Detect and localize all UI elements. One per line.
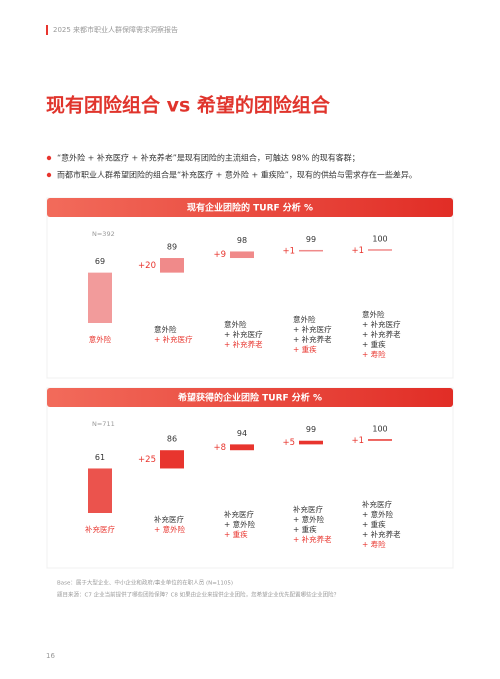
category-label: + 意外险 <box>293 514 325 524</box>
header: 2025 来都市职业人群保障需求洞察报告 <box>53 25 178 34</box>
total-label: 69 <box>95 257 105 266</box>
total-label: 100 <box>372 425 387 434</box>
category-label: + 补充医疗 <box>154 334 193 344</box>
increment-label: +1 <box>351 246 364 256</box>
increment-label: +25 <box>138 455 156 465</box>
category-label: + 补充养老 <box>362 529 401 539</box>
category-label: + 意外险 <box>224 519 256 529</box>
bar <box>88 468 112 513</box>
category-label: + 重疾 <box>362 339 386 349</box>
category-label: + 寿险 <box>362 349 386 359</box>
category-label: + 补充医疗 <box>362 319 401 329</box>
chart-panel <box>46 387 454 569</box>
bar <box>88 272 112 323</box>
category-label: 补充医疗 <box>85 524 115 534</box>
bullet: 而都市职业人群希望团险的组合是“补充医疗 + 意外险 + 重疾险”，现有的供给与… <box>57 170 417 180</box>
category-label: + 补充养老 <box>362 329 401 339</box>
category-label: 意外险 <box>154 324 177 334</box>
total-label: 98 <box>237 236 247 245</box>
total-label: 100 <box>372 235 387 244</box>
bullet-dot <box>46 172 52 178</box>
category-label: + 重疾 <box>293 524 317 534</box>
chart-panel <box>46 197 454 379</box>
chart-title: 希望获得的企业团险 TURF 分析 % <box>178 392 322 404</box>
page-title: 现有团险组合 vs 希望的团险组合 <box>46 94 331 117</box>
increment-label: +1 <box>282 247 295 257</box>
bullet: “意外险 + 补充医疗 + 补充养老”是现有团险的主流组合，可触达 98% 的现… <box>57 153 360 163</box>
increment-label: +9 <box>213 250 226 260</box>
total-label: 89 <box>167 243 177 252</box>
sample-size: N=711 <box>92 420 115 428</box>
category-label: 意外险 <box>362 309 385 319</box>
total-label: 99 <box>306 425 316 434</box>
bar <box>230 444 254 451</box>
bar <box>299 440 323 445</box>
header-mark <box>46 25 48 35</box>
total-label: 86 <box>167 435 177 444</box>
category-label: + 意外险 <box>154 524 186 534</box>
total-label: 94 <box>237 429 247 438</box>
category-label: + 重疾 <box>293 344 317 354</box>
category-label: 补充医疗 <box>154 514 184 524</box>
bar <box>299 249 323 252</box>
bar <box>368 439 392 441</box>
bar <box>368 249 392 251</box>
increment-label: +20 <box>138 261 156 271</box>
category-label: 意外险 <box>89 334 112 344</box>
note: Base：属于大型企业、中小企业和政府/事业单位的在职人员 (N=1105) <box>57 579 233 587</box>
category-label: 意外险 <box>224 319 247 329</box>
category-label: + 补充医疗 <box>224 329 263 339</box>
chart-header <box>47 388 453 407</box>
category-label: 补充医疗 <box>362 499 392 509</box>
increment-label: +5 <box>282 438 295 448</box>
category-label: + 补充养老 <box>293 534 332 544</box>
category-label: + 重疾 <box>224 529 248 539</box>
increment-label: +1 <box>351 436 364 446</box>
category-label: + 补充医疗 <box>293 324 332 334</box>
category-label: + 补充养老 <box>293 334 332 344</box>
chart-title: 现有企业团险的 TURF 分析 % <box>187 202 313 214</box>
bar <box>230 251 254 259</box>
category-label: + 寿险 <box>362 539 386 549</box>
chart-header <box>47 198 453 217</box>
category-label: 补充医疗 <box>293 504 323 514</box>
category-label: + 意外险 <box>362 509 394 519</box>
total-label: 61 <box>95 453 105 462</box>
page-number: 16 <box>46 652 55 660</box>
category-label: + 补充养老 <box>224 339 263 349</box>
bullet-dot <box>46 155 52 161</box>
total-label: 99 <box>306 235 316 244</box>
note: 题目来源：C7 企业当前提供了哪些团险保障？C8 如果由企业来提供企业团险，您希… <box>57 591 339 599</box>
bar <box>160 450 184 469</box>
increment-label: +8 <box>213 443 226 453</box>
sample-size: N=392 <box>92 230 115 238</box>
category-label: 补充医疗 <box>224 509 254 519</box>
bar <box>160 258 184 273</box>
category-label: + 重疾 <box>362 519 386 529</box>
category-label: 意外险 <box>293 314 316 324</box>
